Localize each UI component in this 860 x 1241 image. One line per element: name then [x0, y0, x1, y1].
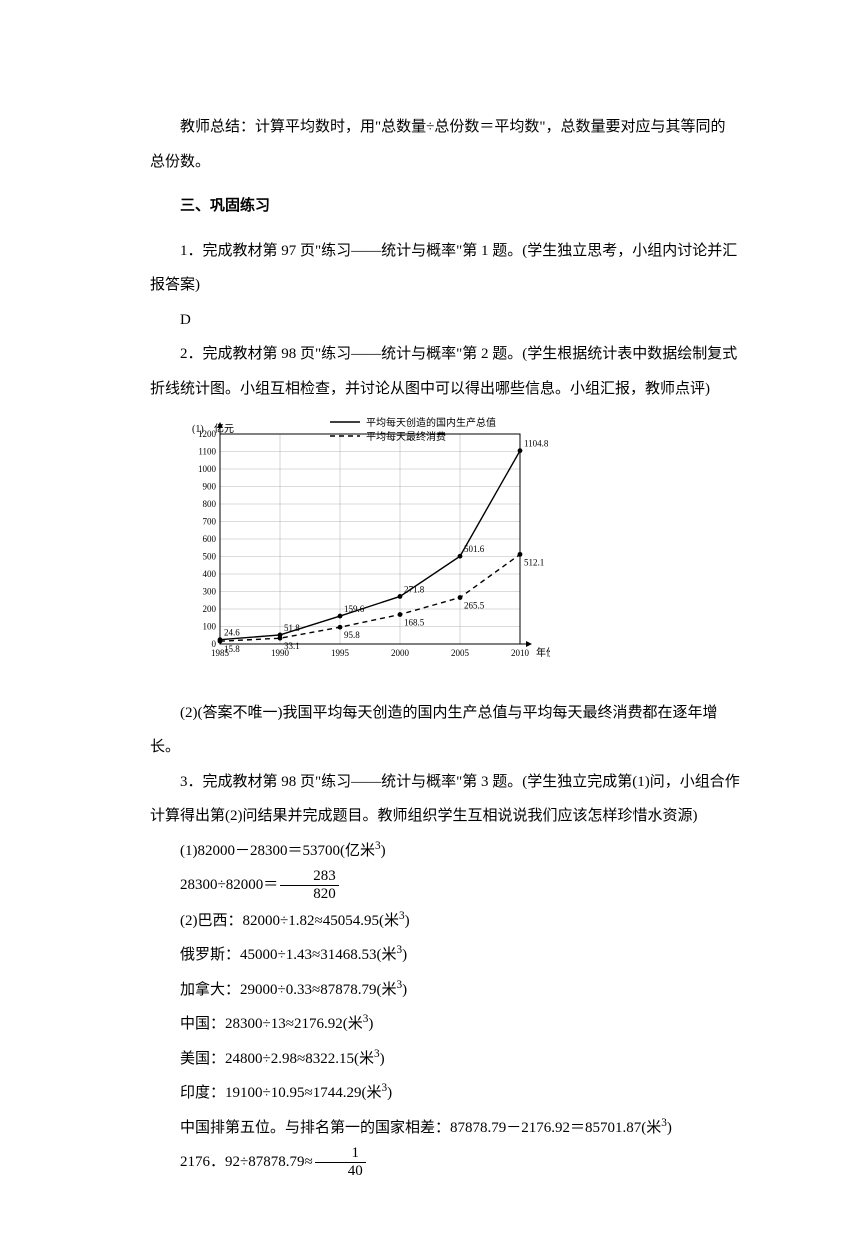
close-paren: )	[368, 1016, 373, 1032]
country-val: 28300÷13≈2176.92(米	[225, 1016, 363, 1032]
frac-1-40: 140	[315, 1145, 366, 1181]
svg-text:1104.8: 1104.8	[524, 439, 549, 449]
q3-canada: 加拿大：29000÷0.33≈87878.79(米3)	[150, 973, 740, 1008]
q3-line-1b: 28300÷82000＝283820	[150, 868, 740, 904]
q3-line-1a: (1)82000－28300＝53700(亿米3)	[150, 834, 740, 869]
svg-text:500: 500	[203, 552, 217, 562]
q3-china: 中国：28300÷13≈2176.92(米3)	[150, 1007, 740, 1042]
svg-text:800: 800	[203, 499, 217, 509]
close-paren: )	[405, 913, 410, 929]
close-paren: )	[667, 1120, 672, 1136]
country-head: 美国：	[180, 1051, 225, 1067]
chart-container: 0100200300400500600700800900100011001200…	[180, 414, 740, 688]
close-paren: )	[381, 843, 386, 859]
q1-text: 1．完成教材第 97 页"练习——统计与概率"第 1 题。(学生独立思考，小组内…	[150, 234, 740, 303]
teacher-summary: 教师总结：计算平均数时，用"总数量÷总份数＝平均数"，总数量要对应与其等同的总份…	[150, 110, 740, 179]
q1-ans: D	[150, 303, 740, 338]
svg-text:200: 200	[203, 604, 217, 614]
q3-russia: 俄罗斯：45000÷1.43≈31468.53(米3)	[150, 938, 740, 973]
svg-text:亿元: 亿元	[214, 422, 234, 435]
svg-text:平均每天创造的国内生产总值: 平均每天创造的国内生产总值	[366, 416, 496, 429]
country-val: 45000÷1.43≈31468.53(米	[240, 947, 396, 963]
country-val: 82000÷1.82≈45054.95(米	[243, 913, 399, 929]
svg-text:512.1: 512.1	[524, 557, 544, 567]
svg-text:501.6: 501.6	[464, 544, 485, 554]
svg-text:100: 100	[203, 622, 217, 632]
q3-1b-lhs: 28300÷82000＝	[180, 877, 278, 893]
svg-text:265.5: 265.5	[464, 601, 485, 611]
svg-text:15.8: 15.8	[224, 644, 240, 654]
svg-text:400: 400	[203, 569, 217, 579]
q3-last-lhs: 2176．92÷87878.79≈	[180, 1154, 313, 1170]
svg-text:271.8: 271.8	[404, 584, 425, 594]
line-chart: 0100200300400500600700800900100011001200…	[180, 414, 550, 674]
q3-last: 2176．92÷87878.79≈140	[150, 1145, 740, 1181]
svg-text:168.5: 168.5	[404, 618, 425, 628]
q2-ans: (2)(答案不唯一)我国平均每天创造的国内生产总值与平均每天最终消费都在逐年增长…	[150, 696, 740, 765]
q2-text: 2．完成教材第 98 页"练习——统计与概率"第 2 题。(学生根据统计表中数据…	[150, 337, 740, 406]
svg-text:300: 300	[203, 587, 217, 597]
svg-text:600: 600	[203, 534, 217, 544]
svg-text:年份: 年份	[536, 646, 550, 659]
q3-usa: 美国：24800÷2.98≈8322.15(米3)	[150, 1042, 740, 1077]
q3-rank: 中国排第五位。与排名第一的国家相差：87878.79－2176.92＝85701…	[150, 1111, 740, 1146]
svg-text:2010: 2010	[511, 648, 530, 658]
close-paren: )	[387, 1085, 392, 1101]
svg-text:159.6: 159.6	[344, 604, 365, 614]
close-paren: )	[402, 947, 407, 963]
country-val: 19100÷10.95≈1744.29(米	[225, 1085, 381, 1101]
svg-text:51.8: 51.8	[284, 623, 300, 633]
svg-text:33.1: 33.1	[284, 641, 300, 651]
q3-india: 印度：19100÷10.95≈1744.29(米3)	[150, 1076, 740, 1111]
svg-text:2005: 2005	[451, 648, 470, 658]
country-head: 加拿大：	[180, 982, 240, 998]
frac-num: 283	[280, 868, 339, 886]
country-head: (2)巴西：	[180, 913, 243, 929]
svg-text:1000: 1000	[198, 464, 217, 474]
q3-1a: (1)82000－28300＝53700(亿米	[180, 843, 375, 859]
rank-text: 中国排第五位。与排名第一的国家相差：87878.79－2176.92＝85701…	[180, 1120, 661, 1136]
country-head: 印度：	[180, 1085, 225, 1101]
frac-den: 40	[315, 1163, 366, 1180]
country-val: 24800÷2.98≈8322.15(米	[225, 1051, 374, 1067]
svg-text:1100: 1100	[198, 447, 216, 457]
close-paren: )	[380, 1051, 385, 1067]
country-head: 中国：	[180, 1016, 225, 1032]
svg-text:平均每天最终消费: 平均每天最终消费	[366, 430, 446, 443]
svg-text:95.8: 95.8	[344, 630, 360, 640]
svg-text:2000: 2000	[391, 648, 410, 658]
frac-283-820: 283820	[280, 868, 339, 904]
page-body: 教师总结：计算平均数时，用"总数量÷总份数＝平均数"，总数量要对应与其等同的总份…	[0, 0, 860, 1241]
close-paren: )	[402, 982, 407, 998]
country-val: 29000÷0.33≈87878.79(米	[240, 982, 396, 998]
svg-text:(1): (1)	[192, 424, 204, 435]
frac-den: 820	[280, 886, 339, 903]
q3-2-brazil: (2)巴西：82000÷1.82≈45054.95(米3)	[150, 904, 740, 939]
country-head: 俄罗斯：	[180, 947, 240, 963]
heading-3: 三、巩固练习	[150, 189, 740, 224]
svg-text:700: 700	[203, 517, 217, 527]
svg-text:24.6: 24.6	[224, 628, 240, 638]
q3-text: 3．完成教材第 98 页"练习——统计与概率"第 3 题。(学生独立完成第(1)…	[150, 765, 740, 834]
frac-num: 1	[315, 1145, 366, 1163]
svg-text:1995: 1995	[331, 648, 350, 658]
svg-text:900: 900	[203, 482, 217, 492]
